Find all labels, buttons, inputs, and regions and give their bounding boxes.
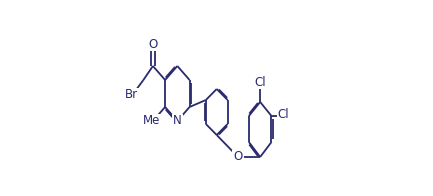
- Text: Br: Br: [125, 89, 138, 102]
- Text: O: O: [233, 151, 242, 163]
- Text: O: O: [148, 37, 158, 51]
- Text: Me: Me: [142, 114, 160, 128]
- Text: Cl: Cl: [254, 75, 266, 89]
- Text: N: N: [173, 114, 182, 128]
- Text: Cl: Cl: [278, 107, 289, 121]
